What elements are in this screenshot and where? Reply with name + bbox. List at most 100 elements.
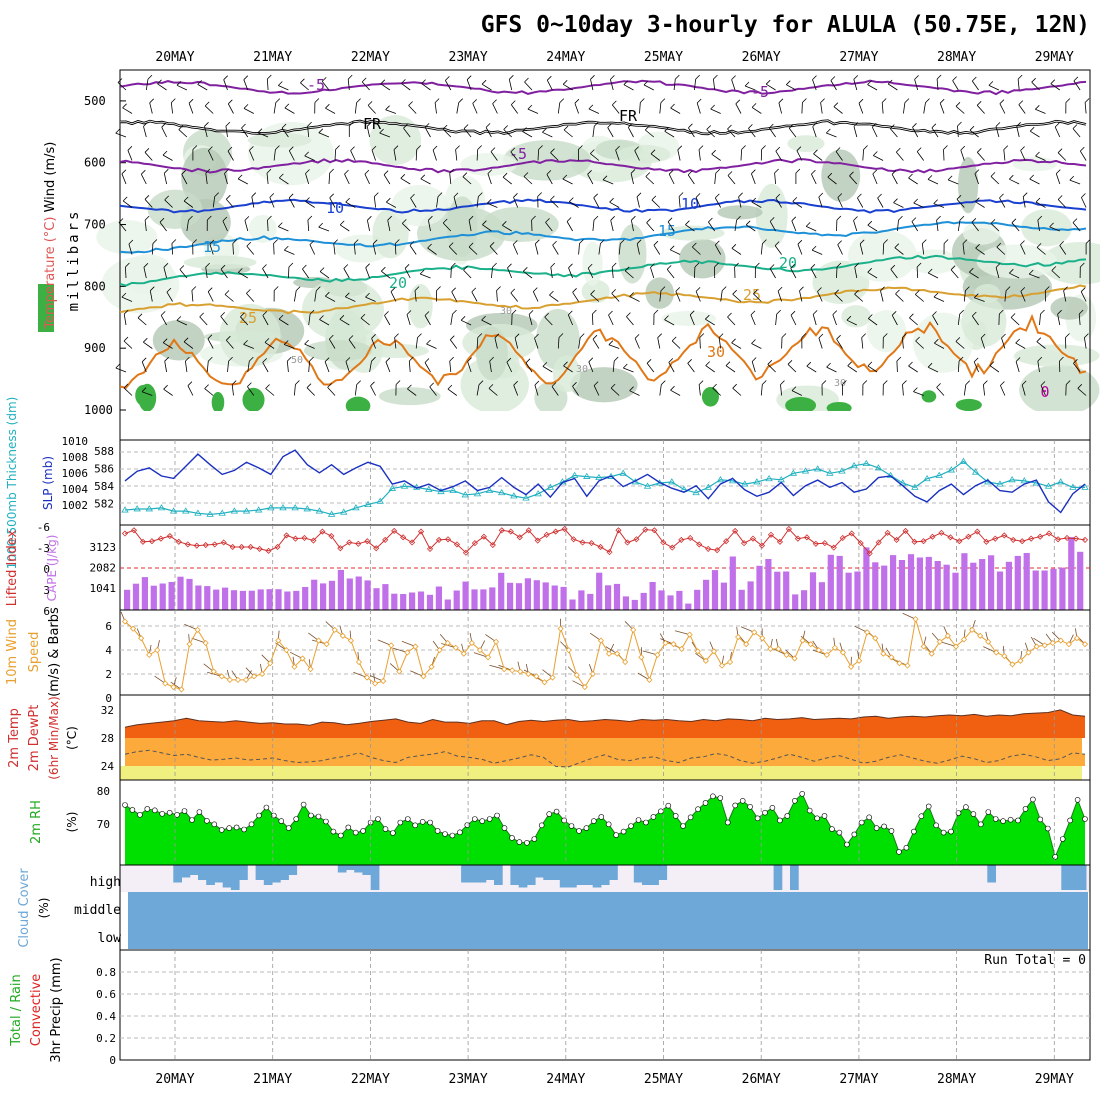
wind-barb-flag	[471, 287, 477, 293]
wind-barb	[491, 267, 493, 279]
wind-barb-flag	[695, 74, 700, 80]
wind-barb	[995, 267, 1000, 279]
wind-barb	[651, 199, 661, 208]
wind-barb-flag	[478, 380, 484, 385]
wind-barb-flag	[249, 356, 254, 362]
lifted-index-marker	[166, 532, 173, 540]
wind-barb	[931, 127, 939, 138]
wind10-marker	[484, 654, 492, 661]
wind-barb-flag	[660, 286, 666, 291]
cape-bar	[809, 572, 817, 610]
wind-barb-flag	[853, 75, 859, 80]
high-cloud-bar	[288, 865, 298, 875]
wind-barb-flag	[302, 264, 307, 270]
wind-barb	[976, 105, 985, 114]
wind-barb	[916, 151, 925, 161]
wind-barb-flag	[176, 81, 182, 86]
wind10-marker	[1017, 657, 1024, 664]
wind-barb	[420, 273, 431, 279]
wind-barb-flag	[1063, 286, 1068, 291]
wind-barb	[371, 338, 376, 349]
rh-marker	[263, 804, 270, 811]
wind-barb-flag	[908, 173, 913, 179]
wind-barb-flag	[305, 169, 310, 174]
wind-barb-flag	[1057, 195, 1063, 200]
wind-barb-flag	[162, 150, 168, 156]
wind-barb-flag	[348, 335, 354, 340]
wind-barb	[267, 219, 269, 232]
wind-barb-flag	[385, 105, 390, 110]
wind10-marker	[355, 658, 363, 666]
wind-barb-flag	[1015, 357, 1021, 362]
wind-barb	[751, 361, 756, 373]
wind-barb	[889, 128, 898, 138]
cape-bar	[676, 590, 683, 610]
wind-barb	[123, 340, 133, 349]
date-label-bottom: 24MAY	[546, 1072, 585, 1087]
wind-barb-flag	[820, 98, 825, 103]
rh-marker	[471, 816, 478, 822]
wind-barb-flag	[1069, 175, 1075, 181]
cape-bar	[320, 583, 327, 610]
wind-barb	[1069, 179, 1081, 185]
cape-bar	[613, 583, 621, 610]
rh-high-patch	[955, 398, 982, 412]
lifted-index-marker	[1081, 536, 1089, 543]
wind-barb	[550, 152, 559, 161]
wind-barb	[140, 174, 147, 185]
wind-barb-flag	[123, 309, 129, 315]
wind-barb-flag	[608, 310, 613, 316]
wind-barb	[162, 154, 173, 161]
wind-barb-flag	[960, 145, 966, 151]
wind-barb	[1073, 363, 1081, 373]
wind-barb	[448, 246, 458, 255]
wind-barb-flag	[857, 193, 862, 199]
wind-barb-flag	[284, 245, 289, 251]
wind-barb	[224, 294, 234, 302]
wind-barb-flag	[687, 359, 692, 364]
wind-barb	[432, 149, 437, 161]
thickness-marker	[886, 471, 895, 478]
date-label-bottom: 26MAY	[742, 1072, 781, 1087]
wind-barb-flag	[122, 196, 128, 202]
wind-barb	[608, 344, 620, 349]
wind-barb	[171, 243, 173, 255]
isotherm-line	[119, 284, 1087, 315]
wind10-barb	[983, 646, 997, 653]
wind-barb-flag	[881, 98, 887, 103]
cape-bar	[195, 585, 202, 610]
wind-barb	[224, 173, 228, 185]
lifted-index-marker	[426, 545, 434, 552]
wind-barb-flag	[442, 124, 448, 130]
wind-barb-flag	[653, 309, 659, 315]
wind-barb-flag	[321, 77, 327, 82]
wind-barb-flag	[226, 194, 231, 200]
wind-barb-flag	[1073, 76, 1079, 82]
wind-barb	[1037, 220, 1040, 232]
wind-barb	[960, 149, 965, 161]
wind-barb	[159, 221, 167, 232]
wind-barb-flag	[228, 99, 233, 105]
isotherm-label: 30	[834, 378, 846, 389]
wind-barb	[304, 343, 315, 349]
wind-barb	[602, 179, 614, 185]
wind-barb	[508, 79, 513, 91]
wind-barb-flag	[542, 128, 547, 133]
wind-barb-flag	[243, 75, 249, 80]
lifted-index-marker	[355, 540, 362, 547]
wind-barb-flag	[1035, 197, 1041, 203]
wind-barb-flag	[550, 195, 555, 201]
wind-barb	[812, 314, 817, 326]
thickness-marker	[570, 471, 579, 478]
temp-tick-label: 28	[101, 732, 114, 745]
lifted-index-marker	[525, 527, 532, 534]
wind-barb-flag	[790, 264, 795, 269]
wind-barb	[185, 361, 188, 373]
rh-marker	[992, 816, 999, 822]
wind-barb-flag	[307, 121, 312, 127]
wind-barb-flag	[558, 333, 564, 338]
isotherm-label: FR	[363, 115, 382, 133]
lifted-index-marker	[785, 525, 792, 533]
wind10-barb	[572, 680, 586, 688]
wind-barb	[369, 361, 372, 373]
